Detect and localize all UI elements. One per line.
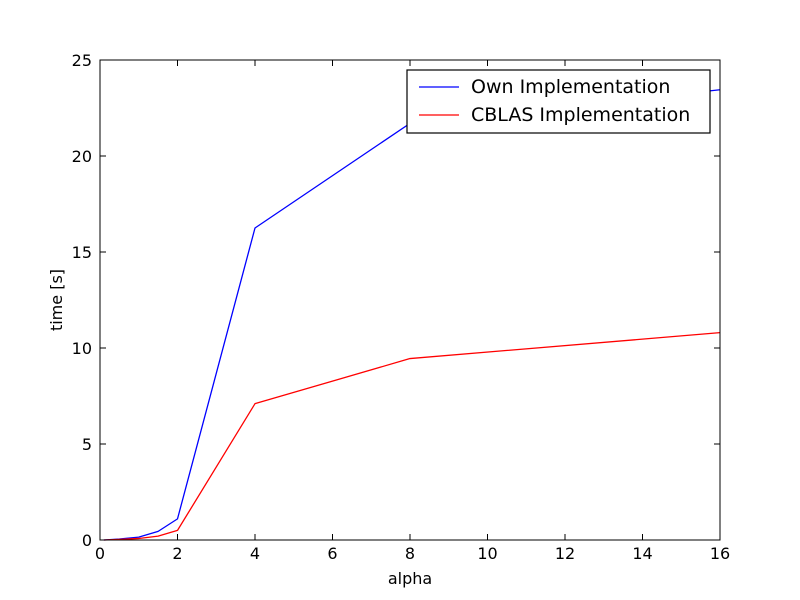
y-axis-label: time [s] [47,269,66,331]
legend-label-cblas: CBLAS Implementation [471,104,690,126]
x-axis-label: alpha [388,569,432,588]
y-tick-label: 15 [72,243,92,262]
series-layer [103,89,721,541]
x-tick-label: 8 [405,544,415,563]
legend-box [406,69,711,134]
x-tick-label: 16 [710,544,730,563]
plot-frame [99,59,721,541]
y-tick-label: 20 [72,147,92,166]
legend: Own Implementation CBLAS Implementation [406,69,711,134]
y-tick-label: 0 [82,531,92,550]
y-tick-label: 5 [82,435,92,454]
tick-layer: 0 2 4 6 8 10 12 14 16 0 5 10 15 20 25 [72,51,731,563]
x-tick-label: 12 [555,544,575,563]
x-tick-label: 4 [250,544,260,563]
x-tick-label: 14 [632,544,652,563]
series-line-1 [103,331,721,541]
x-tick-label: 0 [95,544,105,563]
x-tick-label: 6 [327,544,337,563]
y-tick-label: 25 [72,51,92,70]
plot-area [100,60,720,540]
x-tick-label: 2 [172,544,182,563]
y-tick-label: 10 [72,339,92,358]
legend-label-own: Own Implementation [471,76,670,98]
x-tick-label: 10 [477,544,497,563]
